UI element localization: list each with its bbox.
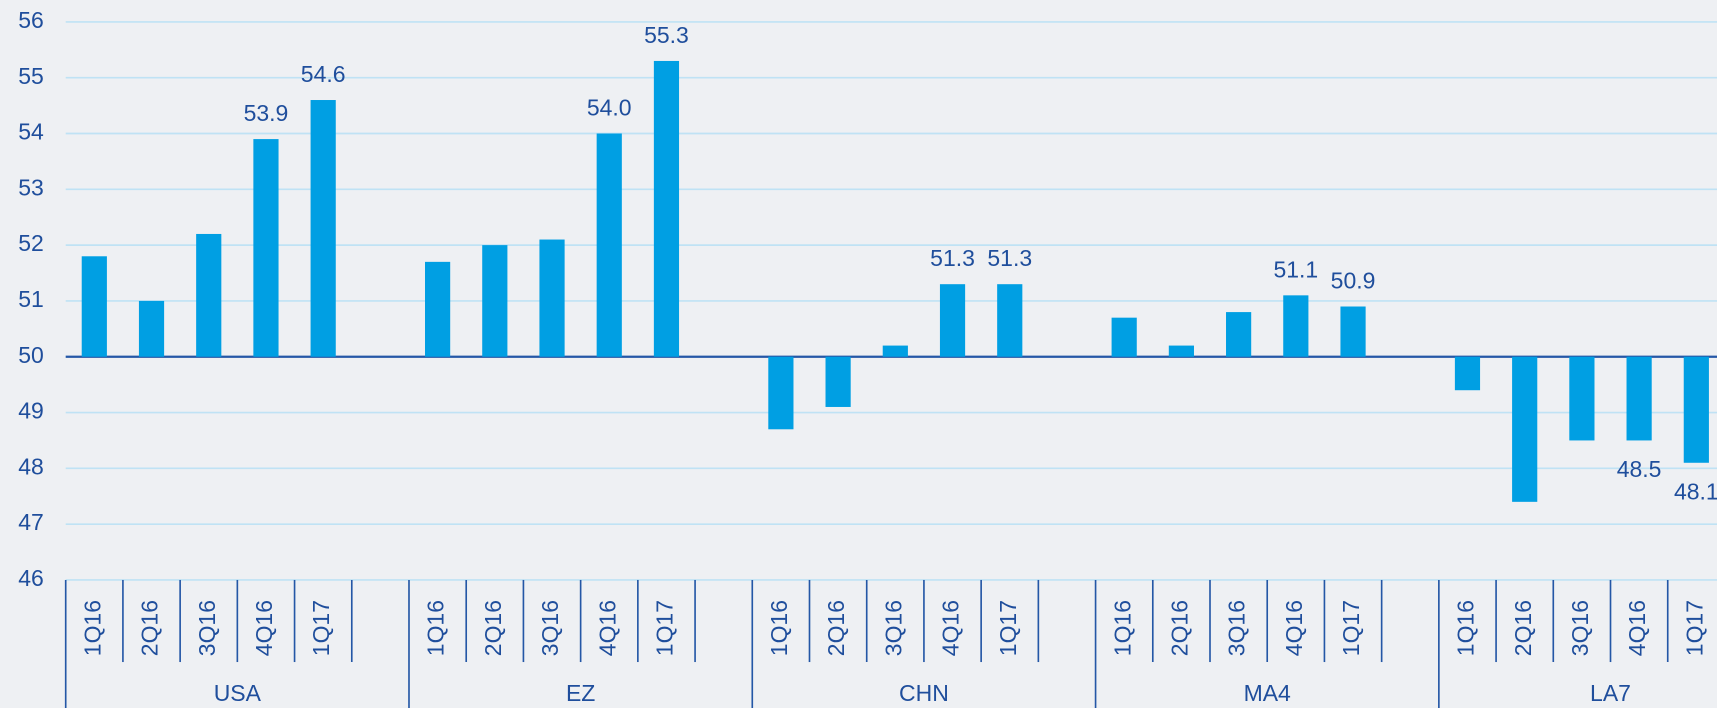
x-tick-label: 1Q16	[1109, 600, 1135, 656]
x-tick-label: 1Q17	[308, 600, 334, 656]
data-label: 50.9	[1331, 268, 1376, 294]
x-tick-label: 1Q17	[652, 600, 678, 656]
bar	[425, 261, 451, 357]
bar	[310, 100, 336, 357]
bar	[253, 139, 279, 357]
bar	[825, 356, 851, 407]
group-label: EZ	[566, 680, 595, 706]
data-label: 48.5	[1617, 456, 1662, 482]
bar	[1512, 356, 1538, 502]
y-tick-label: 52	[18, 230, 44, 256]
data-label: 54.0	[587, 95, 632, 121]
bar	[1454, 356, 1481, 391]
y-tick-label: 50	[18, 342, 44, 368]
x-tick-label: 4Q16	[251, 600, 277, 656]
y-tick-label: 48	[18, 453, 44, 479]
group-label: MA4	[1244, 680, 1291, 706]
bar	[81, 256, 107, 357]
x-tick-label: 2Q16	[823, 600, 849, 656]
bar	[939, 284, 966, 357]
x-tick-label: 4Q16	[594, 600, 620, 656]
bar	[1111, 317, 1137, 357]
x-tick-label: 4Q16	[1281, 600, 1307, 656]
bar	[997, 284, 1023, 357]
x-tick-label: 3Q16	[194, 600, 220, 656]
x-tick-label: 1Q16	[1453, 600, 1479, 656]
y-tick-label: 46	[18, 565, 44, 591]
y-tick-label: 55	[18, 63, 44, 89]
x-tick-label: 2Q16	[1510, 600, 1536, 656]
bar	[768, 356, 794, 430]
x-tick-label: 1Q16	[766, 600, 792, 656]
data-label: 48.1	[1674, 478, 1717, 504]
bar	[653, 60, 680, 357]
bar	[1683, 356, 1709, 463]
x-tick-label: 1Q16	[423, 600, 449, 656]
group-label: LA7	[1590, 680, 1631, 706]
data-label: 51.3	[930, 245, 975, 271]
x-tick-label: 1Q17	[1681, 600, 1707, 656]
data-label: 54.6	[301, 61, 346, 87]
group-label: USA	[214, 680, 262, 706]
bar	[539, 239, 565, 357]
x-tick-label: 3Q16	[537, 600, 563, 656]
bar	[1283, 295, 1309, 357]
data-label: 51.1	[1273, 256, 1318, 282]
y-tick-label: 53	[18, 174, 44, 200]
y-tick-label: 56	[18, 7, 44, 33]
x-tick-label: 2Q16	[480, 600, 506, 656]
x-tick-label: 3Q16	[880, 600, 906, 656]
x-tick-label: 4Q16	[1624, 600, 1650, 656]
y-tick-label: 54	[18, 119, 44, 145]
y-tick-label: 47	[18, 509, 44, 535]
bar	[482, 245, 508, 357]
x-tick-label: 1Q17	[995, 600, 1021, 656]
bar	[1340, 306, 1366, 357]
x-tick-label: 1Q16	[79, 600, 105, 656]
x-tick-label: 2Q16	[1166, 600, 1192, 656]
bar	[596, 133, 622, 357]
bar	[882, 345, 908, 357]
bar	[1569, 356, 1595, 441]
x-tick-label: 2Q16	[137, 600, 163, 656]
data-label: 53.9	[244, 100, 289, 126]
data-label: 51.3	[987, 245, 1032, 271]
bar	[1626, 356, 1652, 441]
bar	[196, 233, 222, 357]
x-tick-label: 1Q17	[1338, 600, 1364, 656]
y-tick-label: 51	[18, 286, 44, 312]
bar	[1226, 312, 1252, 357]
group-label: CHN	[899, 680, 949, 706]
x-tick-label: 3Q16	[1567, 600, 1593, 656]
x-tick-label: 4Q16	[938, 600, 964, 656]
data-label: 55.3	[644, 22, 689, 48]
bar	[1168, 345, 1194, 357]
y-tick-label: 49	[18, 398, 44, 424]
x-tick-label: 3Q16	[1224, 600, 1250, 656]
bar	[138, 300, 165, 357]
